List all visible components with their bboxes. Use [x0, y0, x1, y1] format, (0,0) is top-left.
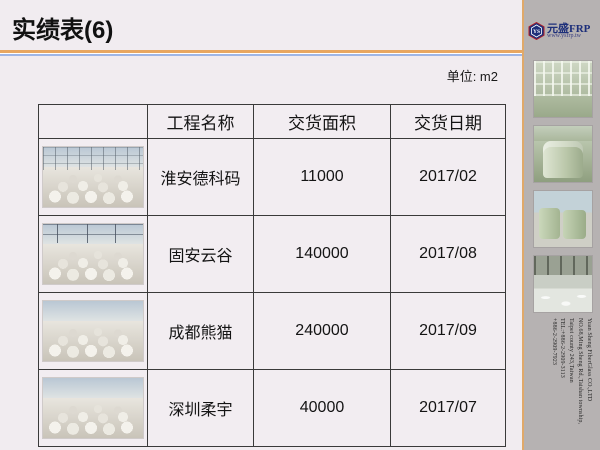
company-sidebar: YS 元盛FRP www.ysfrp.tw Yuan Sheng FiberGl…: [524, 0, 600, 450]
title-divider-orange: [0, 50, 524, 53]
company-logo: YS 元盛FRP www.ysfrp.tw: [528, 20, 598, 46]
table-row: 成都熊猫 240000 2017/09: [38, 292, 506, 370]
column-header-name: 工程名称: [147, 104, 254, 139]
frp-tank-pair-graphic: [534, 191, 592, 247]
thumbnail-sky: [43, 378, 143, 399]
delivery-date: 2017/08: [390, 215, 506, 293]
address-line: Taipei county 243,Taiwan: [568, 318, 574, 383]
company-address-block: Yuan Sheng FiberGlass CO.,LTD NO.68,Ming…: [524, 318, 600, 438]
page-title: 实绩表(6): [12, 17, 114, 44]
unit-note: 单位: m2: [446, 69, 498, 84]
table-header: 工程名称 交货面积 交货日期: [38, 104, 506, 139]
table-row: 固安云谷 140000 2017/08: [38, 215, 506, 293]
title-divider-white: [0, 53, 524, 54]
row-thumbnail-cell: [38, 369, 148, 447]
performance-table: 工程名称 交货面积 交货日期 淮安德科码 11000 2017/02: [38, 104, 506, 447]
frp-large-tank-graphic: [534, 126, 592, 182]
thumbnail-tanks: [43, 242, 143, 284]
table-row: 淮安德科码 11000 2017/02: [38, 138, 506, 216]
project-thumbnail-image: [42, 223, 144, 285]
svg-text:YS: YS: [533, 29, 540, 35]
row-thumbnail-cell: [38, 138, 148, 216]
thumbnail-tanks: [43, 319, 143, 361]
address-line: Yuan Sheng FiberGlass CO.,LTD: [586, 318, 592, 402]
sidebar-product-photo: [533, 125, 593, 183]
column-header-date: 交货日期: [390, 104, 506, 139]
company-website-url: www.ysfrp.tw: [547, 33, 581, 39]
sidebar-product-photo: [533, 255, 593, 313]
project-thumbnail-image: [42, 300, 144, 362]
project-thumbnail-image: [42, 146, 144, 208]
project-name: 深圳柔宇: [147, 369, 254, 447]
fax-line: +886-2-2909-7923: [551, 318, 557, 365]
phone-line: TEL:+886-2-2909-3113: [559, 318, 565, 378]
sidebar-product-photo: [533, 60, 593, 118]
project-name: 固安云谷: [147, 215, 254, 293]
thumbnail-tanks: [43, 396, 143, 438]
thumbnail-cranes: [43, 224, 143, 244]
delivery-area: 11000: [253, 138, 391, 216]
table-row: 深圳柔宇 40000 2017/07: [38, 369, 506, 447]
project-thumbnail-image: [42, 377, 144, 439]
delivery-area: 40000: [253, 369, 391, 447]
delivery-date: 2017/07: [390, 369, 506, 447]
delivery-area: 240000: [253, 292, 391, 370]
column-header-image: [38, 104, 148, 139]
table-header-row: 工程名称 交货面积 交货日期: [38, 104, 506, 139]
thumbnail-roof-beams: [43, 147, 143, 170]
frp-floor-hall-graphic: [534, 256, 592, 312]
delivery-area: 140000: [253, 215, 391, 293]
row-thumbnail-cell: [38, 215, 148, 293]
delivery-date: 2017/09: [390, 292, 506, 370]
address-line: NO.68,Ming Sheng Rd.,Taishan township,: [577, 318, 583, 425]
slide-title-bar: 实绩表(6): [0, 0, 524, 56]
column-header-area: 交货面积: [253, 104, 391, 139]
table-body: 淮安德科码 11000 2017/02 固安云谷 140000 2017/08: [38, 138, 506, 447]
company-brand-name: 元盛FRP: [547, 23, 591, 35]
thumbnail-sky: [43, 301, 143, 322]
ys-hexagon-badge-icon: YS: [528, 22, 545, 40]
frp-ceiling-interior-graphic: [534, 61, 592, 117]
sidebar-accent-edge: [522, 0, 524, 450]
project-name: 成都熊猫: [147, 292, 254, 370]
sidebar-product-photo: [533, 190, 593, 248]
title-divider-blue: [0, 54, 524, 56]
delivery-date: 2017/02: [390, 138, 506, 216]
thumbnail-tanks: [43, 165, 143, 207]
row-thumbnail-cell: [38, 292, 148, 370]
project-name: 淮安德科码: [147, 138, 254, 216]
